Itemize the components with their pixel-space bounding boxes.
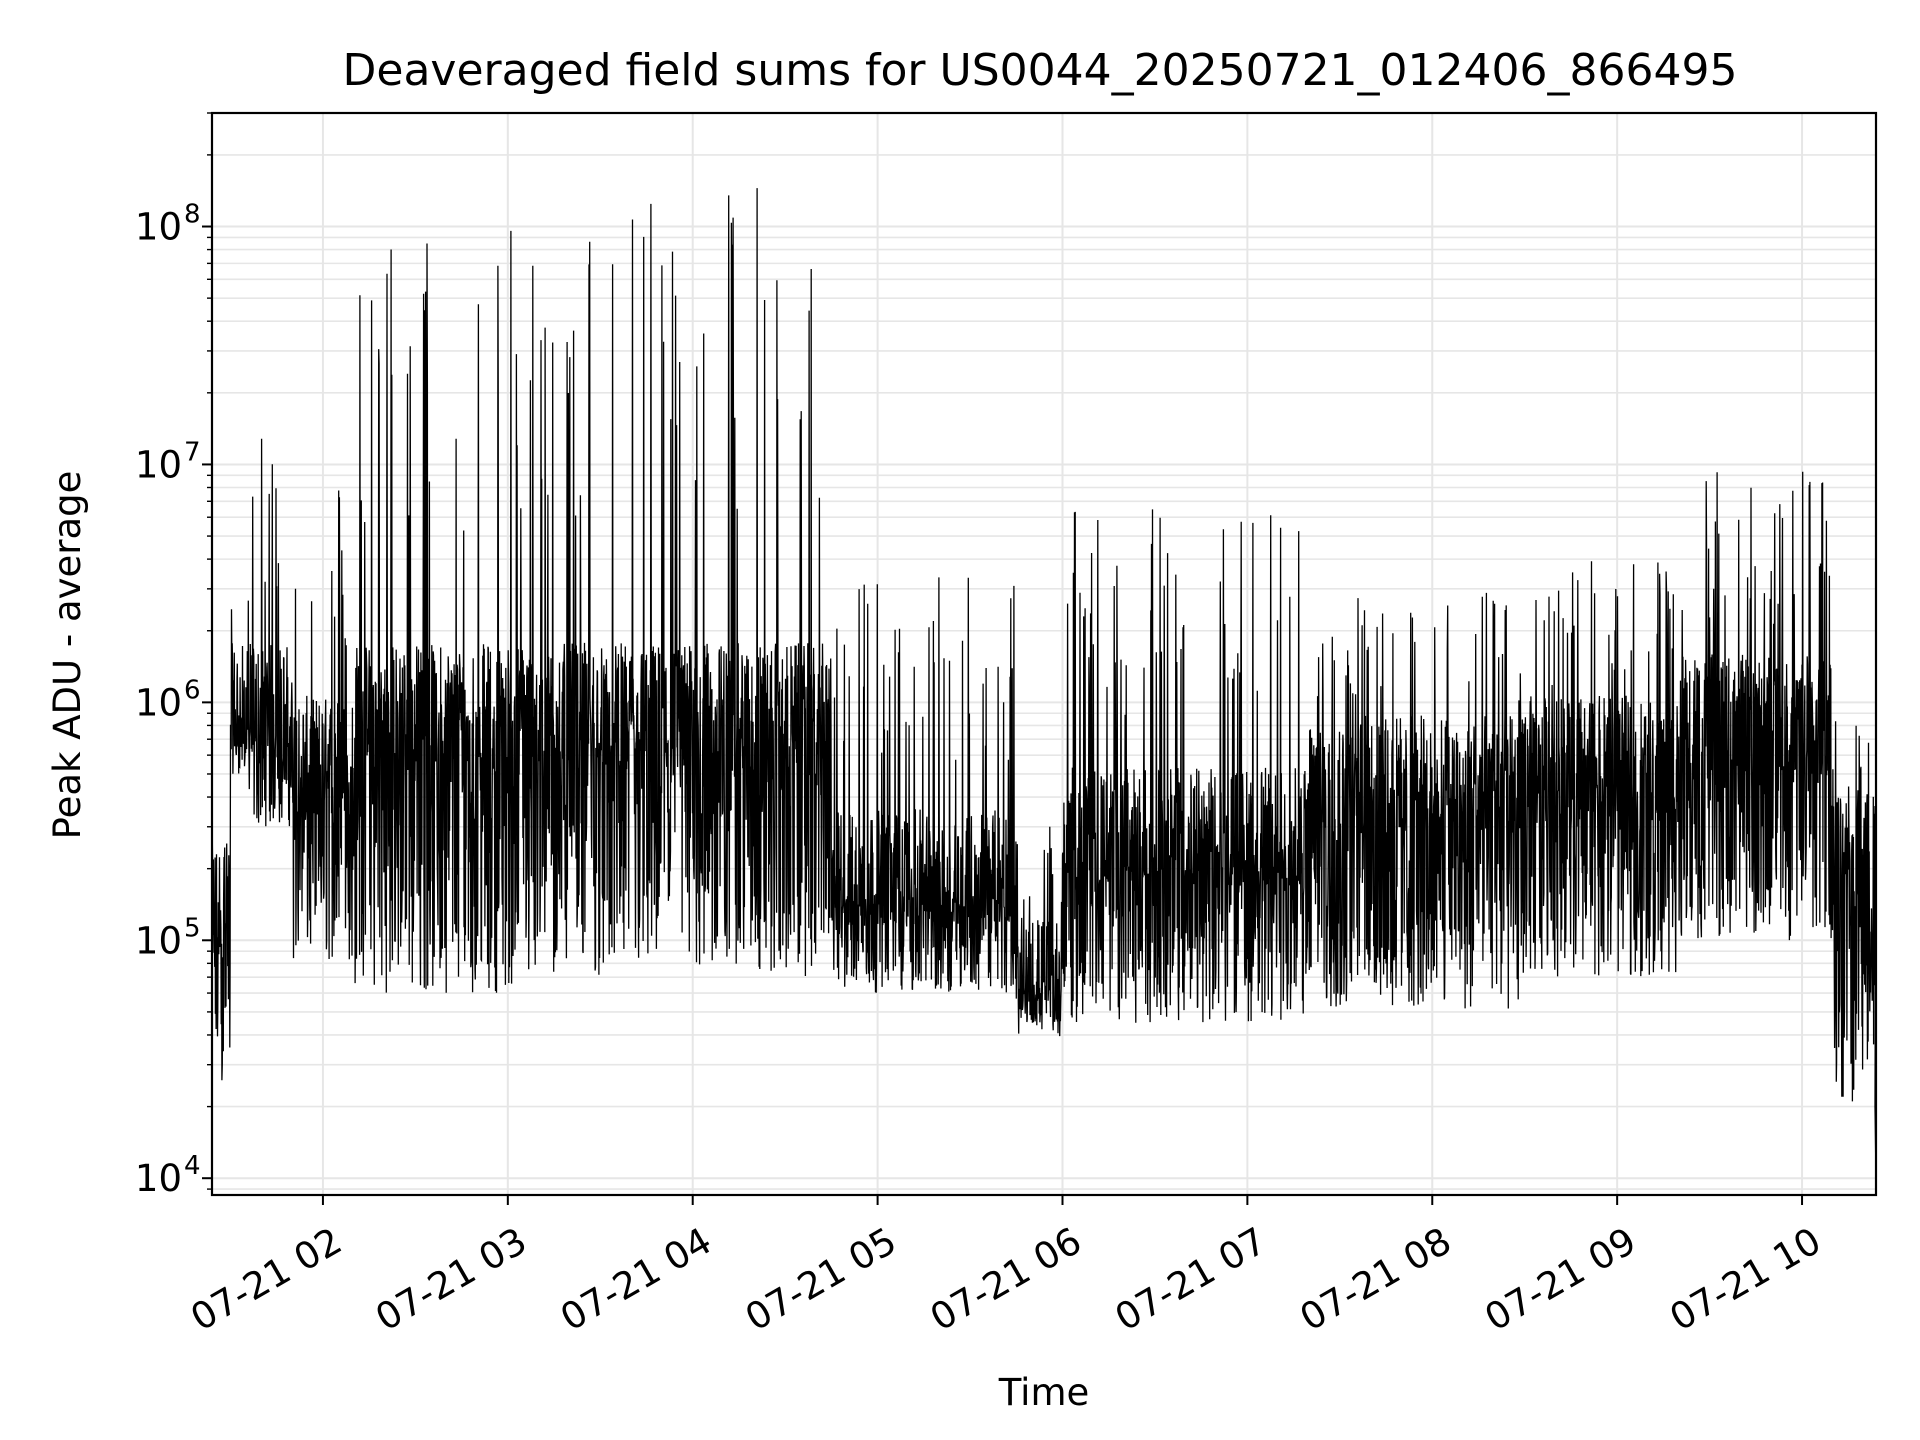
x-tick-label: 07-21 09 <box>1478 1219 1644 1339</box>
y-tick-exponent: 5 <box>184 913 201 943</box>
x-tick-label: 07-21 05 <box>738 1219 904 1339</box>
y-tick-base: 10 <box>135 1157 182 1200</box>
y-tick-label: 10 8 <box>135 200 201 249</box>
x-tick-label: 07-21 02 <box>183 1219 349 1339</box>
y-tick-base: 10 <box>135 443 182 486</box>
y-tick-exponent: 7 <box>184 437 201 467</box>
y-tick-label: 10 5 <box>135 913 201 962</box>
x-tick-label: 07-21 07 <box>1108 1219 1274 1339</box>
x-axis: 07-21 02 07-21 03 07-21 04 07-21 05 07-21 06… <box>183 1195 1828 1340</box>
x-tick-label: 07-21 06 <box>923 1219 1089 1339</box>
x-tick-label: 07-21 04 <box>553 1219 719 1339</box>
grid <box>212 112 1876 1195</box>
x-tick-label: 07-21 10 <box>1663 1219 1829 1339</box>
y-tick-base: 10 <box>135 919 182 962</box>
chart-title: Deaveraged field sums for US0044_2025072… <box>343 45 1738 96</box>
y-tick-exponent: 8 <box>184 200 201 230</box>
x-tick-label: 07-21 08 <box>1293 1219 1459 1339</box>
y-tick-label: 10 7 <box>135 437 201 486</box>
series-layer <box>211 188 1877 1179</box>
y-tick-base: 10 <box>135 206 182 249</box>
y-tick-label: 10 6 <box>135 675 201 724</box>
y-tick-exponent: 4 <box>184 1151 201 1181</box>
x-axis-label: Time <box>998 1371 1090 1414</box>
y-tick-exponent: 6 <box>184 675 201 705</box>
series-line <box>211 188 1877 1179</box>
plot-frame <box>210 111 1878 1197</box>
x-tick-label: 07-21 03 <box>368 1219 534 1339</box>
y-axis-label: Peak ADU - average <box>46 471 89 840</box>
y-tick-label: 10 4 <box>135 1151 201 1200</box>
y-tick-base: 10 <box>135 681 182 724</box>
